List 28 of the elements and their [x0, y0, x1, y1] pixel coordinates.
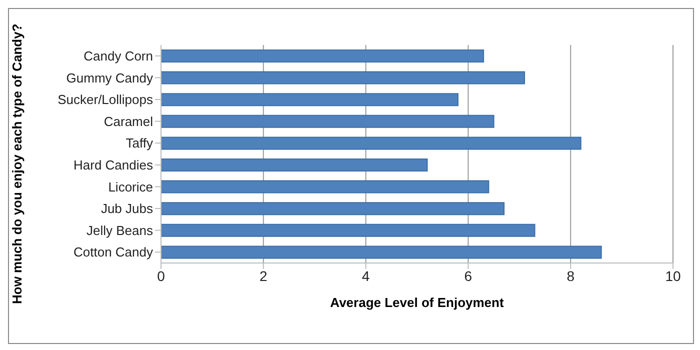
bar	[161, 158, 428, 172]
bar	[161, 202, 505, 216]
y-tick-label: Cotton Candy	[74, 244, 154, 260]
x-axis-title: Average Level of Enjoyment	[330, 295, 504, 310]
y-tick-label: Hard Candies	[74, 158, 154, 173]
y-tick-label: Jub Jubs	[100, 201, 154, 216]
y-tick-label: Licorice	[108, 179, 153, 194]
y-axis-title: How much do you enjoy each type of Candy?	[10, 24, 25, 304]
bar	[161, 50, 484, 62]
y-tick-label: Caramel	[104, 114, 154, 129]
y-tick-label: Gummy Candy	[66, 70, 154, 86]
bar	[161, 246, 602, 259]
bar	[161, 114, 494, 128]
y-tick-label: Sucker/Lollipops	[58, 92, 154, 108]
bar	[161, 71, 526, 84]
x-tick-label: 0	[157, 268, 166, 284]
y-tick-label: Jelly Beans	[86, 222, 154, 238]
bar	[161, 224, 536, 237]
x-tick-label: 4	[362, 268, 370, 284]
bar	[161, 180, 490, 194]
bar	[161, 93, 458, 106]
x-tick-label: 6	[464, 268, 472, 284]
y-tick-label: Taffy	[126, 136, 154, 151]
x-tick-label: 10	[665, 268, 681, 284]
x-tick-label: 8	[566, 268, 575, 284]
x-tick-label: 2	[260, 268, 268, 284]
y-tick-label: Candy Corn	[84, 48, 153, 64]
bar	[161, 136, 582, 150]
